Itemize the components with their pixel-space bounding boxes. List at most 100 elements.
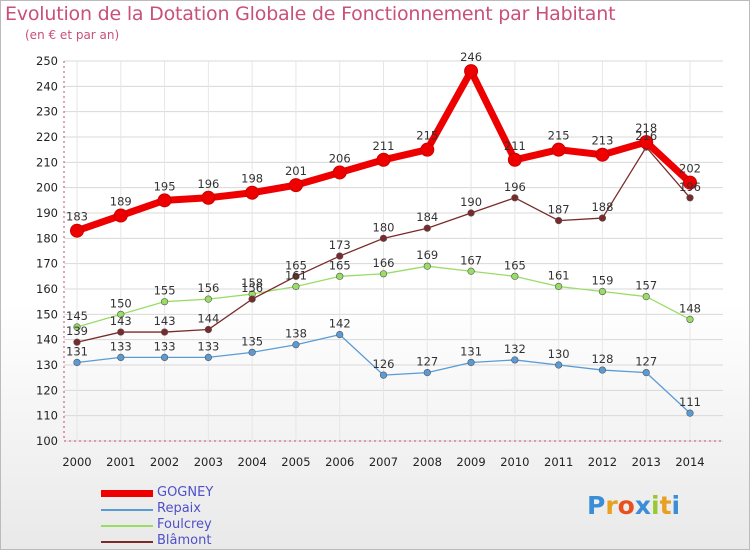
- data-point-blâmont: [511, 194, 519, 202]
- data-label-blâmont: 144: [197, 312, 219, 326]
- data-label-layer: 131 133 133 133 135 138 142 126 127 131 132 130 128 1…: [66, 50, 701, 409]
- data-label-foulcrey: 161: [548, 268, 570, 282]
- data-point-foulcrey: [292, 282, 300, 291]
- data-point-foulcrey: [336, 272, 344, 280]
- data-point-gogney: [507, 152, 522, 167]
- x-tick-label: 2014: [675, 455, 704, 469]
- data-label-foulcrey: 150: [110, 296, 132, 310]
- y-tick-label: 250: [36, 54, 58, 68]
- data-point-gogney: [683, 175, 697, 190]
- data-label-foulcrey: 169: [416, 248, 438, 262]
- data-point-repaix: [204, 353, 212, 362]
- legend-label: GOGNEY: [157, 485, 214, 500]
- data-point-foulcrey: [642, 293, 650, 301]
- data-point-blâmont: [555, 217, 563, 225]
- data-label-foulcrey: 148: [679, 301, 701, 315]
- data-label-blâmont: 184: [416, 210, 438, 224]
- data-label-gogney: 202: [679, 162, 701, 176]
- data-point-blâmont: [423, 224, 431, 232]
- data-point-gogney: [464, 64, 479, 79]
- data-point-foulcrey: [160, 298, 169, 306]
- data-point-blâmont: [686, 194, 694, 202]
- data-label-blâmont: 143: [154, 314, 176, 328]
- x-tick-label: 2006: [325, 455, 354, 469]
- data-point-foulcrey: [117, 310, 125, 318]
- data-label-foulcrey: 155: [154, 284, 176, 298]
- data-label-gogney: 189: [110, 195, 132, 209]
- x-tick-label: 2007: [369, 455, 398, 469]
- data-point-blâmont: [292, 272, 300, 280]
- data-label-gogney: 218: [635, 121, 657, 135]
- data-label-foulcrey: 159: [591, 274, 613, 288]
- data-point-blâmont: [117, 328, 125, 336]
- axis-layer: 100 110 120 130 140 150 160 170 180 190 200 210 220 2…: [36, 54, 723, 469]
- data-point-foulcrey: [379, 270, 388, 278]
- data-point-gogney: [551, 142, 566, 157]
- data-point-repaix: [598, 366, 607, 374]
- data-point-repaix: [511, 356, 519, 364]
- y-tick-label: 170: [36, 257, 58, 271]
- y-tick-label: 190: [36, 206, 58, 220]
- data-label-gogney: 246: [460, 50, 482, 64]
- data-point-gogney: [376, 152, 391, 167]
- data-label-repaix: 133: [110, 339, 132, 353]
- data-label-blâmont: 143: [110, 314, 132, 328]
- y-tick-label: 130: [36, 358, 58, 372]
- y-tick-label: 230: [36, 105, 58, 119]
- data-point-gogney: [332, 165, 347, 180]
- data-point-repaix: [555, 361, 563, 369]
- data-point-repaix: [379, 371, 388, 379]
- data-point-repaix: [117, 353, 125, 362]
- data-label-repaix: 132: [504, 342, 526, 356]
- data-label-repaix: 135: [241, 334, 263, 348]
- data-point-foulcrey: [204, 295, 212, 303]
- chart-subtitle: (en € et par an): [25, 28, 120, 42]
- data-label-gogney: 183: [66, 210, 88, 224]
- data-point-blâmont: [598, 214, 607, 222]
- data-point-foulcrey: [686, 315, 694, 324]
- data-label-gogney: 195: [154, 179, 176, 193]
- data-label-gogney: 213: [591, 134, 613, 148]
- x-tick-label: 2004: [238, 455, 267, 469]
- logo-letter: x: [634, 491, 651, 520]
- data-label-foulcrey: 166: [373, 256, 395, 270]
- data-label-repaix: 111: [679, 395, 701, 409]
- data-point-blâmont: [336, 252, 344, 260]
- data-label-gogney: 211: [504, 139, 526, 153]
- y-tick-label: 100: [36, 434, 58, 448]
- y-tick-label: 200: [36, 181, 58, 195]
- data-label-gogney: 201: [285, 164, 307, 178]
- legend-label: Blâmont: [157, 533, 212, 548]
- logo-letter: t: [659, 491, 672, 520]
- data-label-gogney: 215: [416, 129, 438, 143]
- x-tick-label: 2013: [632, 455, 661, 469]
- data-label-repaix: 138: [285, 327, 307, 341]
- x-tick-label: 2012: [588, 455, 617, 469]
- data-label-foulcrey: 156: [197, 281, 219, 295]
- y-tick-label: 150: [36, 307, 58, 321]
- data-point-repaix: [336, 331, 344, 339]
- data-point-blâmont: [204, 325, 212, 334]
- data-label-repaix: 133: [154, 339, 176, 353]
- y-tick-label: 140: [36, 333, 58, 347]
- data-point-repaix: [423, 369, 431, 377]
- x-tick-label: 2003: [194, 455, 223, 469]
- logo-letter: i: [671, 491, 681, 520]
- data-point-repaix: [160, 353, 169, 362]
- data-point-foulcrey: [467, 267, 475, 275]
- data-point-foulcrey: [598, 287, 607, 296]
- data-point-repaix: [642, 369, 650, 377]
- grid-layer: [64, 60, 723, 442]
- data-label-repaix: 128: [591, 352, 613, 366]
- data-point-repaix: [292, 341, 300, 349]
- legend-swatch: [101, 525, 153, 527]
- data-point-foulcrey: [423, 262, 431, 270]
- data-label-foulcrey: 167: [460, 253, 482, 267]
- legend-swatch: [101, 541, 153, 543]
- data-label-foulcrey: 165: [504, 258, 526, 272]
- logo-letter: r: [605, 491, 618, 520]
- data-point-gogney: [288, 178, 303, 193]
- y-tick-label: 110: [36, 409, 58, 423]
- data-label-blâmont: 196: [679, 180, 701, 194]
